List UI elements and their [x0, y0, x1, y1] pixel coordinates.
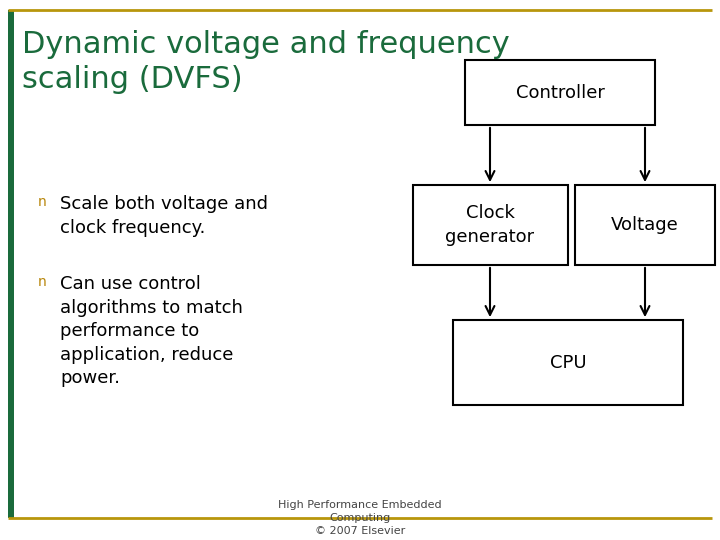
Text: Clock
generator: Clock generator: [446, 204, 534, 246]
Text: Dynamic voltage and frequency
scaling (DVFS): Dynamic voltage and frequency scaling (D…: [22, 30, 510, 94]
Text: Controller: Controller: [516, 84, 604, 102]
Text: Can use control
algorithms to match
performance to
application, reduce
power.: Can use control algorithms to match perf…: [60, 275, 243, 387]
Text: Voltage: Voltage: [611, 216, 679, 234]
Bar: [575, 185, 715, 265]
Bar: [413, 185, 567, 265]
Text: Scale both voltage and
clock frequency.: Scale both voltage and clock frequency.: [60, 195, 268, 237]
Text: n: n: [38, 195, 47, 209]
Bar: [465, 60, 655, 125]
Text: n: n: [38, 275, 47, 289]
Text: CPU: CPU: [549, 354, 586, 372]
Text: High Performance Embedded
Computing
© 2007 Elsevier: High Performance Embedded Computing © 20…: [278, 500, 442, 536]
Bar: [8, 10, 14, 518]
Bar: [453, 320, 683, 405]
